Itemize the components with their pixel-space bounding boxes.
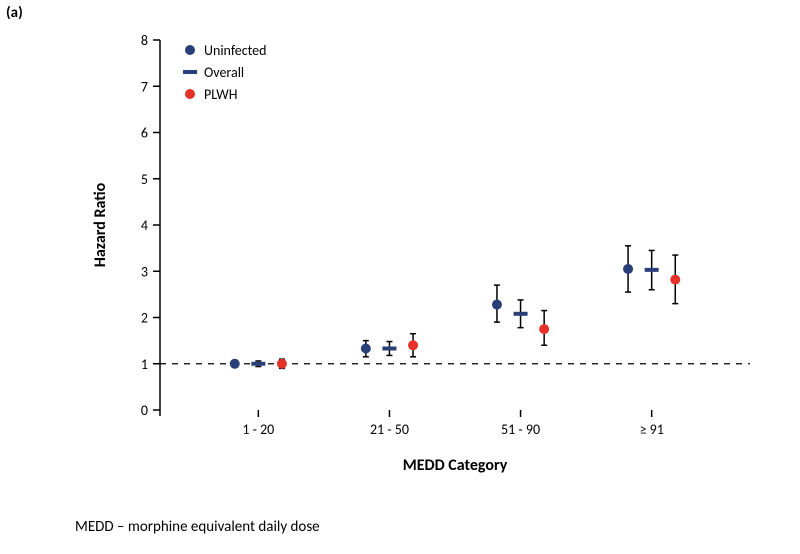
y-axis-title: Hazard Ratio [91,182,110,267]
y-tick-label: 0 [141,402,148,419]
legend-label: Uninfected [204,42,267,59]
y-tick-label: 7 [141,78,148,95]
x-tick-label: 21 - 50 [370,421,409,438]
y-tick-label: 6 [141,125,148,142]
x-tick-label: 1 - 20 [242,421,274,438]
footnote: MEDD – morphine equivalent daily dose [75,518,320,536]
y-tick-label: 4 [141,217,148,234]
y-tick-label: 2 [141,310,148,327]
y-tick-label: 1 [141,356,148,373]
y-tick-label: 5 [141,171,148,188]
legend-label: PLWH [204,86,238,103]
x-tick-label: 51 - 90 [501,421,540,438]
y-tick-label: 8 [141,32,148,49]
hazard-ratio-chart: 0 1 2 3 4 5 6 7 8 Hazard Ratio 1 - 20 21 - 50 51 - 9… [40,30,760,480]
legend-label: Overall [204,64,244,81]
x-tick-label: ≥ 91 [639,421,663,438]
y-tick-label: 3 [141,263,148,280]
x-axis-title: MEDD Category [403,456,508,475]
panel-label: (a) [6,4,23,22]
